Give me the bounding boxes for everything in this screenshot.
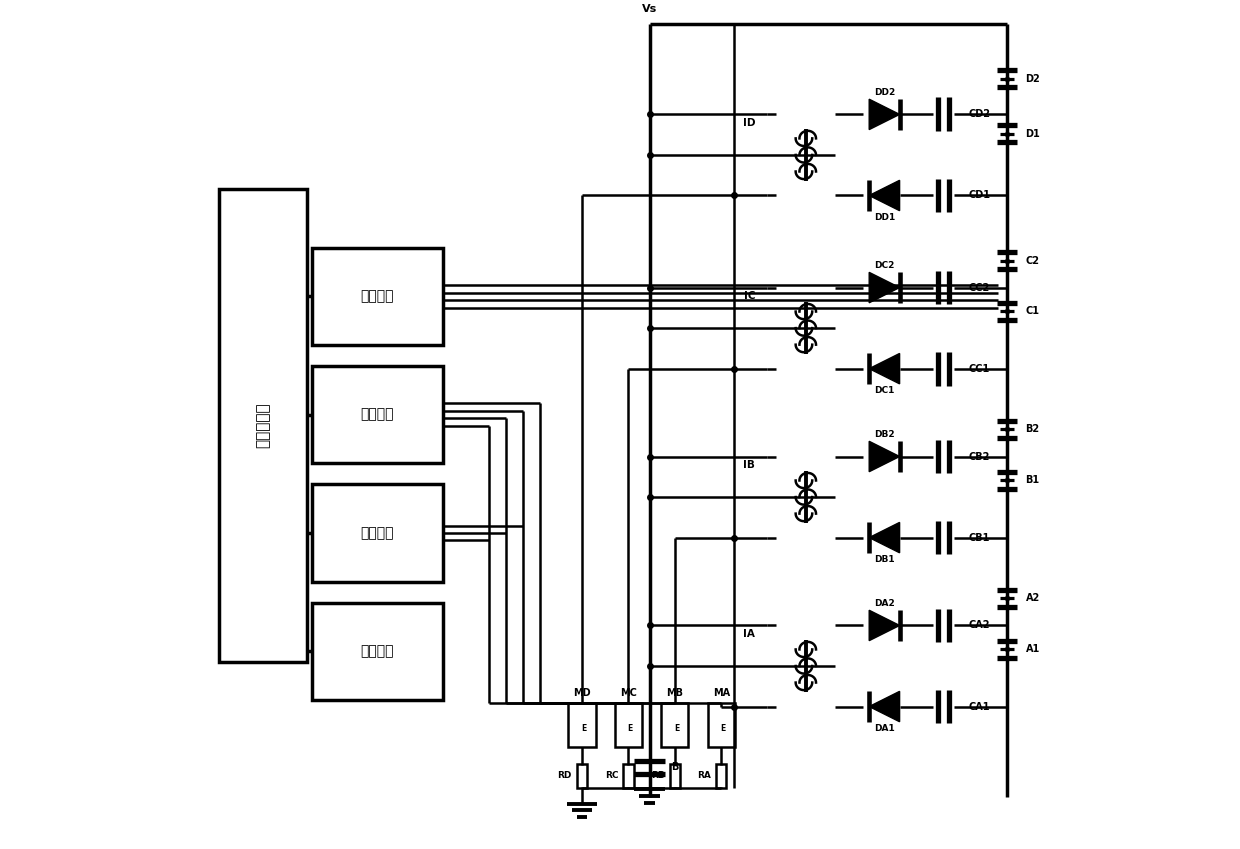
Text: D2: D2 [1025, 74, 1040, 84]
Text: CA2: CA2 [968, 621, 991, 631]
Bar [311, 485, 443, 582]
Text: DC2: DC2 [874, 261, 894, 270]
Bar [661, 703, 688, 747]
Text: MC: MC [620, 688, 637, 698]
Polygon shape [869, 610, 899, 641]
Text: 电压采样: 电压采样 [361, 290, 394, 303]
Bar [577, 764, 587, 788]
Polygon shape [869, 99, 899, 130]
Text: E: E [627, 724, 632, 733]
Text: E: E [582, 724, 587, 733]
Text: C2: C2 [1025, 256, 1039, 266]
Text: 电流采样: 电流采样 [361, 526, 394, 540]
Text: CA1: CA1 [968, 701, 991, 711]
Text: IB: IB [743, 460, 755, 470]
Bar [218, 188, 308, 661]
Text: ID: ID [743, 118, 755, 128]
Text: DB2: DB2 [874, 430, 895, 439]
Bar [708, 703, 735, 747]
Text: IC: IC [744, 291, 755, 301]
Text: 电源电路: 电源电路 [361, 644, 394, 658]
Bar [624, 764, 634, 788]
Text: MB: MB [666, 688, 683, 698]
Text: RA: RA [697, 771, 712, 780]
Text: B: B [671, 762, 678, 773]
Text: B1: B1 [1025, 475, 1039, 485]
Text: E: E [720, 724, 725, 733]
Text: DC1: DC1 [874, 386, 894, 395]
Text: D1: D1 [1025, 129, 1040, 139]
Bar [615, 703, 642, 747]
Text: MA: MA [713, 688, 730, 698]
Text: Vs: Vs [642, 4, 657, 14]
Bar [311, 603, 443, 700]
Bar [311, 248, 443, 345]
Polygon shape [869, 691, 899, 722]
Text: C1: C1 [1025, 306, 1039, 316]
Text: CB2: CB2 [968, 452, 991, 462]
Text: 驱动电路: 驱动电路 [361, 408, 394, 422]
Text: CD1: CD1 [968, 190, 991, 200]
Text: B2: B2 [1025, 424, 1039, 435]
Text: MD: MD [573, 688, 590, 698]
Text: DD1: DD1 [874, 213, 895, 222]
Text: DD2: DD2 [874, 88, 895, 97]
Bar [568, 703, 595, 747]
Polygon shape [869, 273, 899, 303]
Polygon shape [869, 522, 899, 553]
Text: E: E [675, 724, 680, 733]
Text: CC1: CC1 [968, 363, 990, 374]
Polygon shape [869, 441, 899, 472]
Text: DB1: DB1 [874, 555, 895, 564]
Text: CD2: CD2 [968, 110, 991, 120]
Bar [311, 366, 443, 464]
Text: IA: IA [743, 629, 755, 639]
Text: RB: RB [651, 771, 665, 780]
Text: CC2: CC2 [968, 283, 990, 293]
Text: RC: RC [605, 771, 619, 780]
Bar [670, 764, 680, 788]
Text: CB1: CB1 [968, 532, 991, 543]
Text: A2: A2 [1025, 593, 1039, 604]
Text: 控制单片机: 控制单片机 [255, 402, 270, 448]
Polygon shape [869, 180, 899, 211]
Text: A1: A1 [1025, 644, 1039, 654]
Polygon shape [869, 353, 899, 384]
Text: DA1: DA1 [874, 724, 895, 733]
Text: RD: RD [558, 771, 572, 780]
Bar [717, 764, 727, 788]
Text: DA2: DA2 [874, 599, 895, 608]
